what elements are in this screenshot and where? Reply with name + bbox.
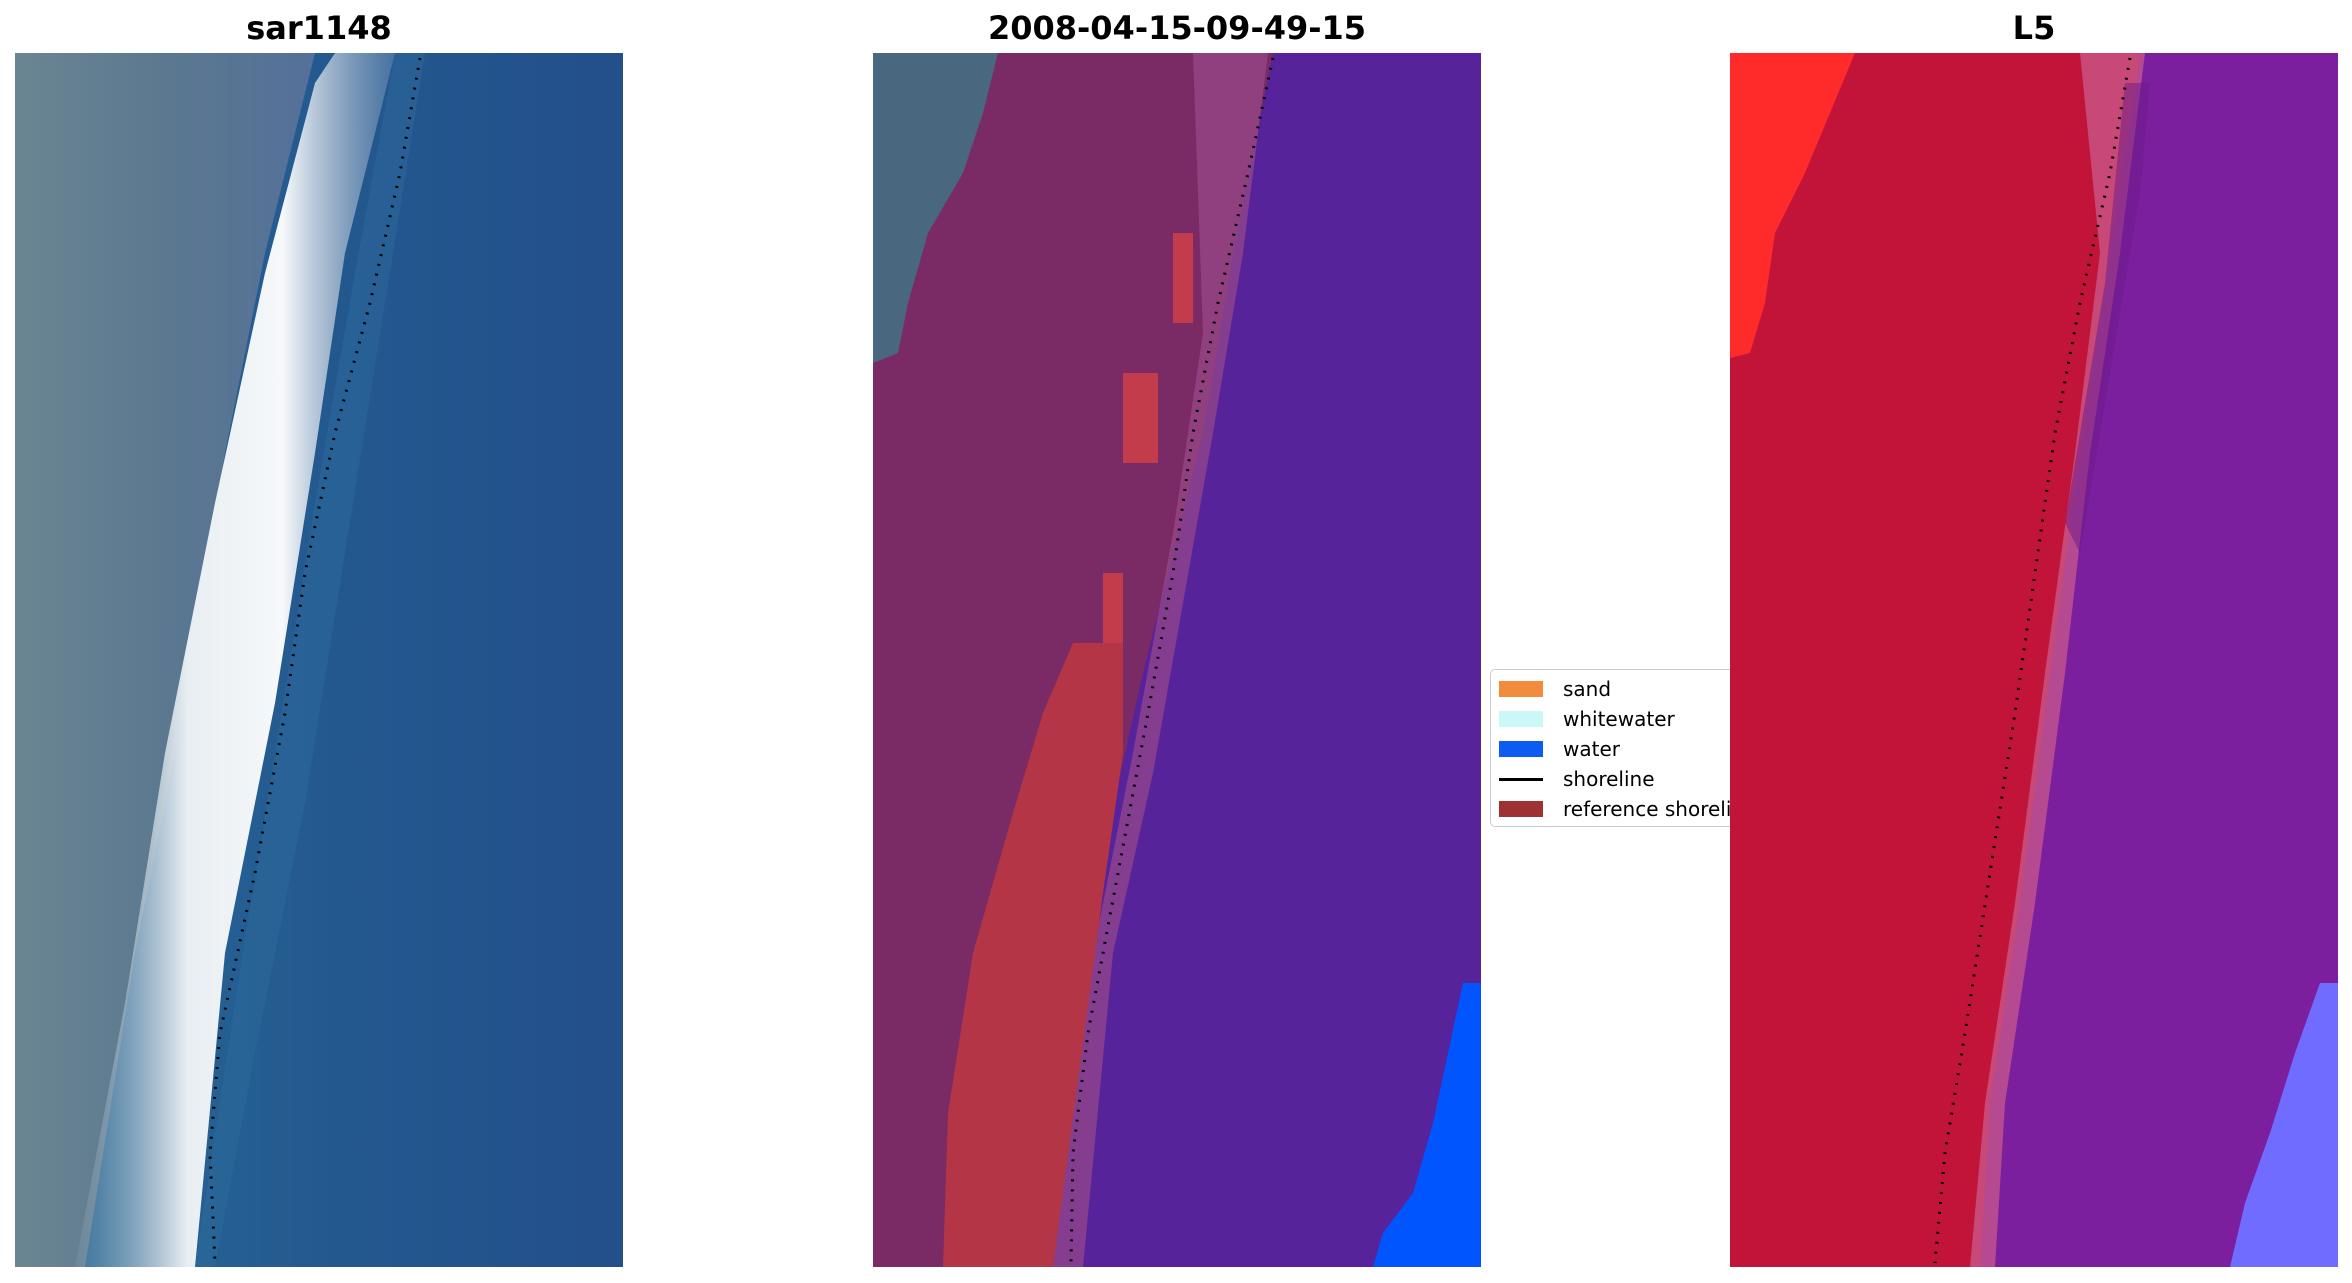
legend: sand whitewater water shoreline referenc… [1490, 669, 1730, 827]
legend-label-shoreline: shoreline [1563, 767, 1655, 791]
classified-image [873, 53, 1481, 1267]
legend-label-sand: sand [1563, 677, 1612, 701]
legend-label-water: water [1563, 737, 1620, 761]
panel-title-rgb: sar1148 [246, 9, 392, 47]
legend-label-whitewater: whitewater [1563, 707, 1675, 731]
legend-label-reference-shoreline: reference shoreline [1563, 797, 1730, 821]
legend-swatch-whitewater [1499, 711, 1543, 727]
legend-swatch-sand [1499, 681, 1543, 697]
legend-swatch-water [1499, 741, 1543, 757]
index-image-panel [1730, 53, 2338, 1267]
panel-title-classified: 2008-04-15-09-49-15 [987, 9, 1367, 47]
shoreline-right [1933, 57, 2132, 1264]
legend-item-sand: sand [1499, 675, 1730, 701]
legend-item-shoreline: shoreline [1499, 765, 1730, 791]
panel-title-index: L5 [2012, 9, 2056, 47]
legend-line-shoreline [1499, 778, 1543, 781]
legend-item-whitewater: whitewater [1499, 705, 1730, 731]
rgb-image [15, 53, 623, 1267]
legend-swatch-reference-shoreline [1499, 801, 1543, 817]
index-image [1730, 53, 2338, 1267]
legend-item-reference-shoreline: reference shoreline [1499, 795, 1730, 821]
rgb-image-panel [15, 53, 623, 1267]
classified-image-panel [873, 53, 1481, 1267]
legend-item-water: water [1499, 735, 1730, 761]
